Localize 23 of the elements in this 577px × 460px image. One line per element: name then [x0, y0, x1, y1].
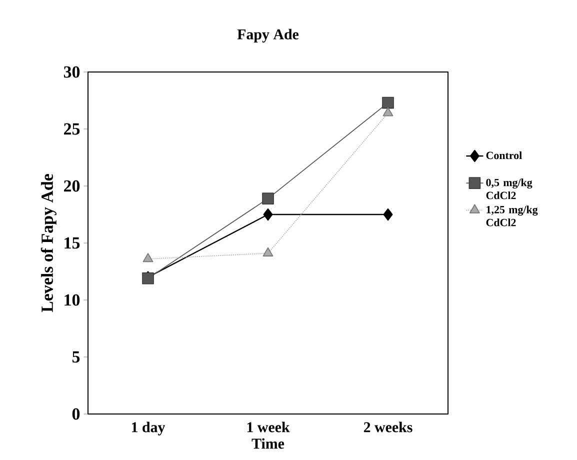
x-tick-label: 2 weeks	[364, 422, 412, 432]
legend-label: 1,25 mg/kg CdCl2	[486, 206, 538, 226]
y-tick-label: 10	[64, 294, 80, 306]
point	[382, 107, 394, 116]
y-tick-label: 30	[64, 66, 80, 78]
legend-label: 0,5 mg/kg CdCl2	[486, 178, 532, 200]
y-tick-label: 25	[64, 123, 80, 135]
point	[263, 208, 273, 221]
y-axis-title: Levels of Fapy Ade	[40, 174, 56, 312]
y-tick-label: 5	[72, 351, 80, 363]
x-axis-title: Time	[252, 438, 284, 449]
x-tick-label: 1 day	[132, 422, 166, 436]
point	[383, 208, 393, 221]
point	[142, 253, 154, 262]
chart-title: Fapy Ade	[237, 28, 299, 42]
x-tick-label: 1 week	[247, 422, 290, 432]
y-tick-label: 0	[72, 408, 80, 420]
point	[262, 247, 274, 256]
point	[382, 96, 394, 109]
point	[262, 192, 274, 204]
y-tick-label: 15	[64, 237, 80, 249]
y-tick-label: 20	[64, 180, 80, 192]
legend-label: Control	[486, 151, 522, 160]
